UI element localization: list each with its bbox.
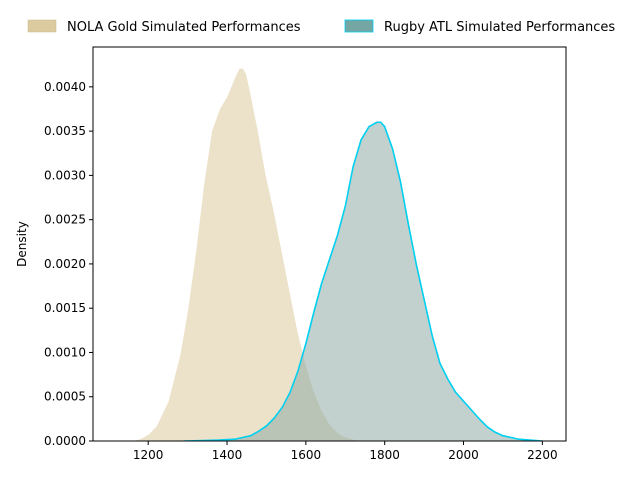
legend-label-rugby-atl: Rugby ATL Simulated Performances bbox=[384, 20, 615, 35]
legend-label-nola-gold: NOLA Gold Simulated Performances bbox=[67, 20, 301, 35]
y-tick-label: 0.0015 bbox=[44, 301, 86, 315]
y-axis-title: Density bbox=[15, 221, 29, 267]
x-tick-label: 2200 bbox=[527, 448, 558, 462]
y-tick-label: 0.0035 bbox=[44, 124, 86, 138]
y-axis: 0.0000 0.0005 0.0010 0.0015 0.0020 0.0025 0.00… bbox=[44, 80, 93, 448]
legend-swatch-nola-gold bbox=[27, 19, 57, 33]
y-tick-label: 0.0020 bbox=[44, 257, 86, 271]
legend: NOLA Gold Simulated Performances Rugby A… bbox=[27, 19, 615, 35]
series-area-0 bbox=[128, 67, 385, 441]
series-line-1 bbox=[183, 121, 543, 441]
y-tick-label: 0.0000 bbox=[44, 434, 86, 448]
x-tick-label: 1600 bbox=[291, 448, 322, 462]
y-tick-label: 0.0005 bbox=[44, 390, 86, 404]
x-tick-label: 1400 bbox=[212, 448, 243, 462]
x-tick-label: 1800 bbox=[369, 448, 400, 462]
x-tick-label: 1200 bbox=[133, 448, 164, 462]
y-tick-label: 0.0025 bbox=[44, 213, 86, 227]
x-axis: 1200 1400 1600 1800 2000 2200 bbox=[133, 441, 558, 462]
x-tick-label: 2000 bbox=[448, 448, 479, 462]
y-tick-label: 0.0030 bbox=[44, 168, 86, 182]
series-area-1 bbox=[183, 122, 543, 441]
plot-area bbox=[92, 46, 567, 442]
y-tick-label: 0.0010 bbox=[44, 345, 86, 359]
legend-swatch-rugby-atl bbox=[344, 19, 374, 33]
y-tick-label: 0.0040 bbox=[44, 80, 86, 94]
plot-frame bbox=[92, 46, 567, 442]
